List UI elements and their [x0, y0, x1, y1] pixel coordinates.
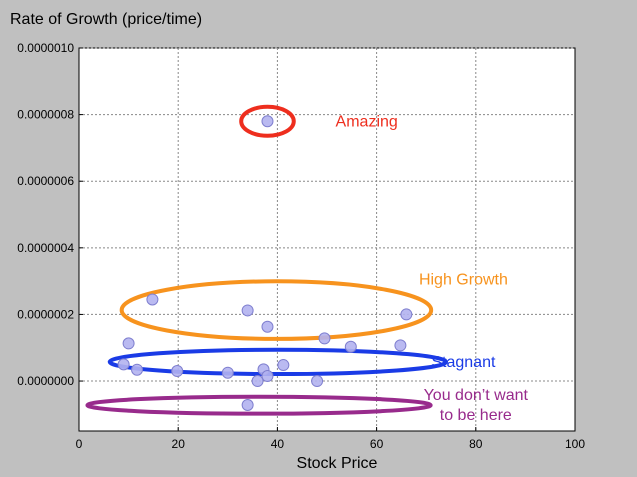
data-point [261, 320, 274, 333]
chart-title: Rate of Growth (price/time) [10, 11, 202, 28]
data-point [131, 363, 144, 376]
annotation-ellipse [239, 104, 296, 138]
data-point [122, 337, 135, 350]
data-point [344, 340, 357, 353]
x-tick-label: 40 [271, 437, 285, 451]
annotation-ellipse [85, 394, 433, 416]
data-point [146, 293, 159, 306]
y-tick-label: 0.0000004 [17, 241, 74, 255]
data-points [117, 115, 413, 412]
axis-ticks: 0 20 40 60 80 100 0.0000000 0.0000002 0.0000004 0… [17, 41, 585, 451]
x-tick-label: 100 [565, 437, 585, 451]
x-tick-label: 0 [76, 437, 83, 451]
data-point [394, 339, 407, 352]
annotation-label: You don’t want to be here [424, 387, 529, 424]
annotation-ellipse [119, 279, 434, 341]
data-point [117, 358, 130, 371]
data-point [241, 304, 254, 317]
data-point [261, 115, 274, 128]
annotation-ellipse [107, 347, 449, 377]
annotation-label: Amazing [336, 113, 398, 130]
data-point [171, 365, 184, 378]
data-point [221, 366, 234, 379]
data-point [318, 332, 331, 345]
annotation-label: Stagnant [431, 354, 496, 371]
y-tick-label: 0.0000006 [17, 174, 74, 188]
data-point [261, 370, 274, 383]
y-tick-label: 0.0000008 [17, 108, 74, 122]
plot-area [78, 47, 576, 432]
y-tick-label: 0.0000002 [17, 307, 74, 321]
annotations: Amazing High Growth Stagnant You don’t want… [85, 104, 529, 424]
x-tick-label: 20 [172, 437, 186, 451]
x-axis-label: Stock Price [297, 455, 378, 472]
grid [79, 47, 575, 431]
data-point [311, 375, 324, 388]
data-point [400, 308, 413, 321]
y-tick-label: 0.0000000 [17, 374, 74, 388]
y-tick-label: 0.0000010 [17, 41, 74, 55]
x-tick-label: 80 [469, 437, 483, 451]
annotation-label: High Growth [419, 271, 508, 288]
x-tick-label: 60 [370, 437, 384, 451]
data-point [277, 359, 290, 372]
data-point [251, 375, 264, 388]
data-point [241, 399, 254, 412]
